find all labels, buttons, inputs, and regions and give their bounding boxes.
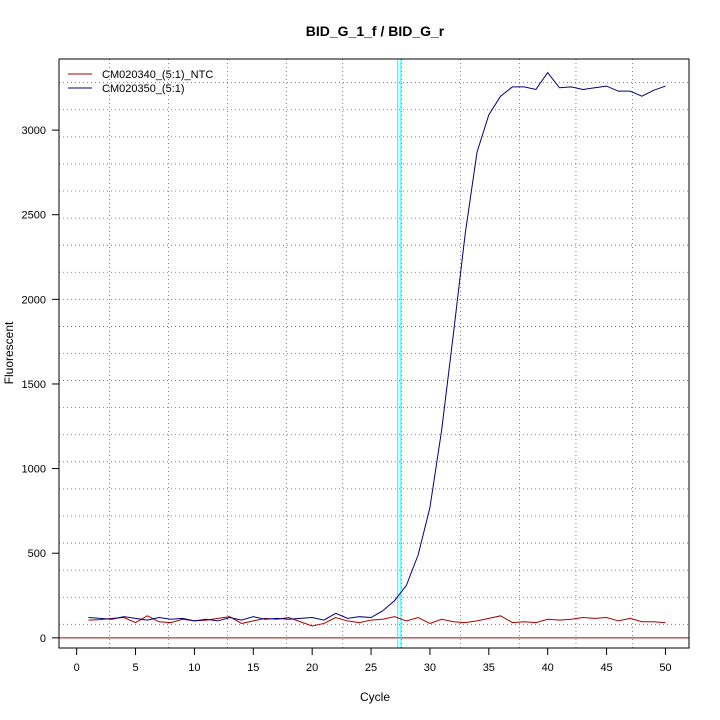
x-tick-label: 40 — [542, 662, 554, 674]
legend: CM020340_(5:1)_NTC CM020350_(5:1) — [68, 69, 213, 95]
chart-title: BID_G_1_f / BID_G_r — [306, 23, 445, 39]
x-tick-label: 45 — [600, 662, 612, 674]
legend-label-2: CM020350_(5:1) — [102, 83, 185, 95]
grid-layer — [59, 59, 689, 648]
series-layer — [88, 71, 666, 627]
y-tick-label: 3000 — [22, 125, 46, 137]
x-tick-label: 5 — [132, 662, 138, 674]
series-line-1 — [88, 615, 666, 627]
x-tick-label: 35 — [483, 662, 495, 674]
x-tick-label: 30 — [424, 662, 436, 674]
x-tick-label: 20 — [306, 662, 318, 674]
y-tick-label: 1500 — [22, 379, 46, 391]
y-tick-label: 0 — [40, 633, 46, 645]
legend-label-1: CM020340_(5:1)_NTC — [102, 69, 213, 81]
plot-frame — [58, 58, 690, 649]
y-tick-label: 1000 — [22, 464, 46, 476]
threshold-layer — [59, 59, 689, 648]
series-line-2 — [88, 71, 666, 622]
x-tick-label: 25 — [365, 662, 377, 674]
y-tick-label: 2500 — [22, 210, 46, 222]
x-tick-label: 15 — [247, 662, 259, 674]
x-axis-label: Cycle — [360, 690, 390, 704]
x-tick-label: 50 — [659, 662, 671, 674]
y-axis-label: Fluorescent — [2, 321, 16, 384]
x-tick-label: 0 — [74, 662, 80, 674]
y-tick-label: 2000 — [22, 294, 46, 306]
x-tick-label: 10 — [188, 662, 200, 674]
axis-layer: 0 5 10 15 20 25 30 35 40 45 5005001000150020002500… — [22, 125, 672, 674]
y-tick-label: 500 — [28, 548, 46, 560]
